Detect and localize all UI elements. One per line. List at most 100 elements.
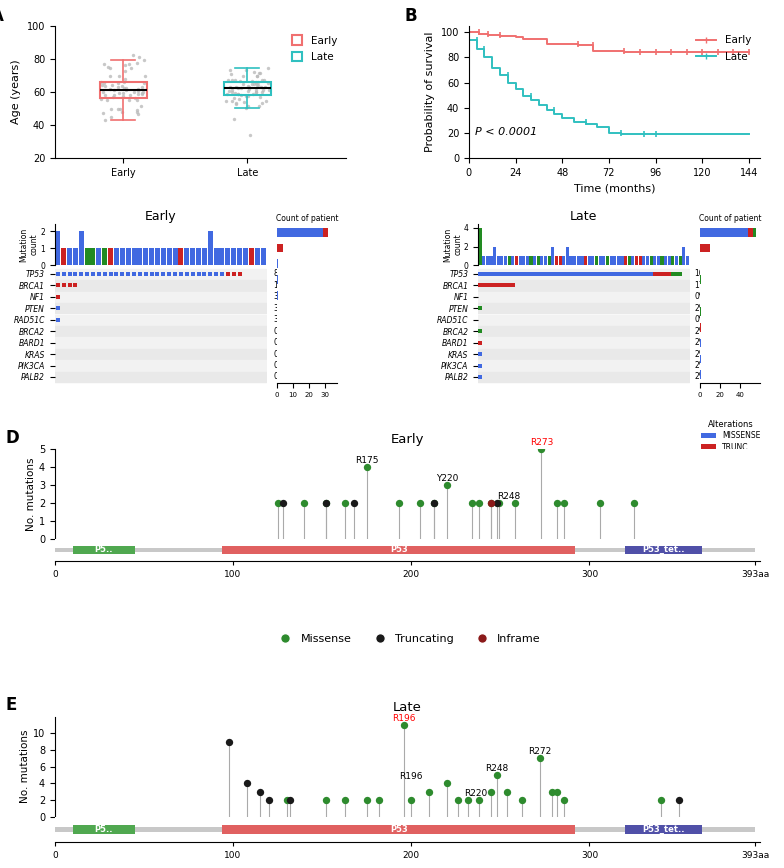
Point — [204, 267, 216, 281]
Point — [579, 267, 592, 281]
Point — [462, 793, 474, 807]
Point — [95, 92, 107, 106]
Text: 17%: 17% — [694, 281, 711, 290]
Point — [241, 777, 253, 791]
Bar — [196, 248, 201, 265]
Bar — [748, 227, 753, 236]
Point — [615, 267, 628, 281]
Point — [135, 99, 147, 113]
Point — [239, 89, 252, 102]
Point — [533, 752, 546, 766]
Text: R248: R248 — [485, 764, 508, 773]
Bar — [323, 227, 328, 236]
Point — [246, 76, 259, 90]
Point — [118, 82, 130, 95]
Point — [108, 83, 121, 97]
Point — [280, 793, 292, 807]
Text: 0%: 0% — [274, 361, 285, 370]
Bar — [223, 825, 575, 834]
Point — [428, 496, 441, 510]
Bar — [653, 256, 656, 265]
Point — [232, 88, 245, 102]
Point — [261, 76, 274, 90]
Point — [123, 93, 136, 107]
Title: Count of patient: Count of patient — [276, 214, 338, 223]
Point — [234, 75, 246, 89]
Point — [466, 496, 478, 510]
Point — [546, 267, 559, 281]
Bar — [500, 256, 503, 265]
Bar — [625, 546, 702, 554]
Point — [125, 61, 137, 75]
Point — [105, 110, 118, 124]
Bar — [548, 256, 550, 265]
Bar — [650, 256, 652, 265]
Point — [481, 279, 494, 293]
Bar — [573, 256, 576, 265]
Point — [128, 267, 140, 281]
Point — [198, 267, 211, 281]
Point — [623, 267, 636, 281]
Bar — [102, 248, 107, 265]
Point — [123, 57, 136, 71]
Point — [572, 267, 585, 281]
Point — [216, 267, 228, 281]
Y-axis label: Probability of survival: Probability of survival — [425, 32, 435, 152]
Point — [597, 267, 610, 281]
Point — [251, 69, 263, 82]
Point — [491, 496, 503, 510]
Point — [253, 90, 266, 104]
Bar — [526, 256, 529, 265]
Point — [543, 267, 556, 281]
Bar — [566, 247, 569, 265]
Point — [254, 66, 267, 80]
Point — [222, 267, 234, 281]
Bar — [486, 256, 489, 265]
Title: Late: Late — [394, 701, 422, 714]
Point — [106, 78, 118, 92]
Point — [75, 267, 88, 281]
Point — [271, 496, 284, 510]
Point — [243, 128, 256, 142]
Bar — [700, 354, 701, 364]
Point — [361, 793, 373, 807]
Point — [626, 267, 639, 281]
Point — [250, 84, 263, 98]
Text: B: B — [405, 7, 417, 25]
Point — [96, 85, 109, 99]
Point — [93, 267, 105, 281]
Point — [508, 496, 521, 510]
Point — [101, 93, 114, 107]
Point — [138, 76, 151, 89]
Point — [237, 69, 249, 82]
Bar — [56, 231, 60, 265]
Legend: Missense, Truncating, Inframe: Missense, Truncating, Inframe — [270, 629, 546, 648]
Point — [234, 88, 247, 102]
Bar — [609, 256, 612, 265]
Point — [284, 793, 296, 807]
Bar — [73, 546, 135, 554]
Point — [220, 94, 232, 108]
Bar — [507, 256, 510, 265]
Point — [251, 77, 263, 91]
Y-axis label: No. mutations: No. mutations — [20, 730, 30, 804]
Point — [227, 91, 240, 105]
Bar — [237, 248, 242, 265]
Point — [262, 61, 274, 75]
Text: 0%: 0% — [694, 315, 706, 325]
Point — [514, 267, 526, 281]
Point — [113, 86, 125, 100]
Text: 2%: 2% — [694, 326, 706, 336]
Point — [99, 113, 111, 127]
Point — [104, 102, 117, 116]
Bar — [155, 248, 160, 265]
Point — [175, 267, 187, 281]
Text: A: A — [0, 7, 4, 25]
Point — [130, 106, 143, 120]
Point — [248, 65, 260, 79]
Point — [228, 112, 241, 126]
Point — [102, 60, 114, 74]
Point — [546, 785, 558, 799]
Bar — [497, 256, 500, 265]
Point — [230, 81, 242, 95]
